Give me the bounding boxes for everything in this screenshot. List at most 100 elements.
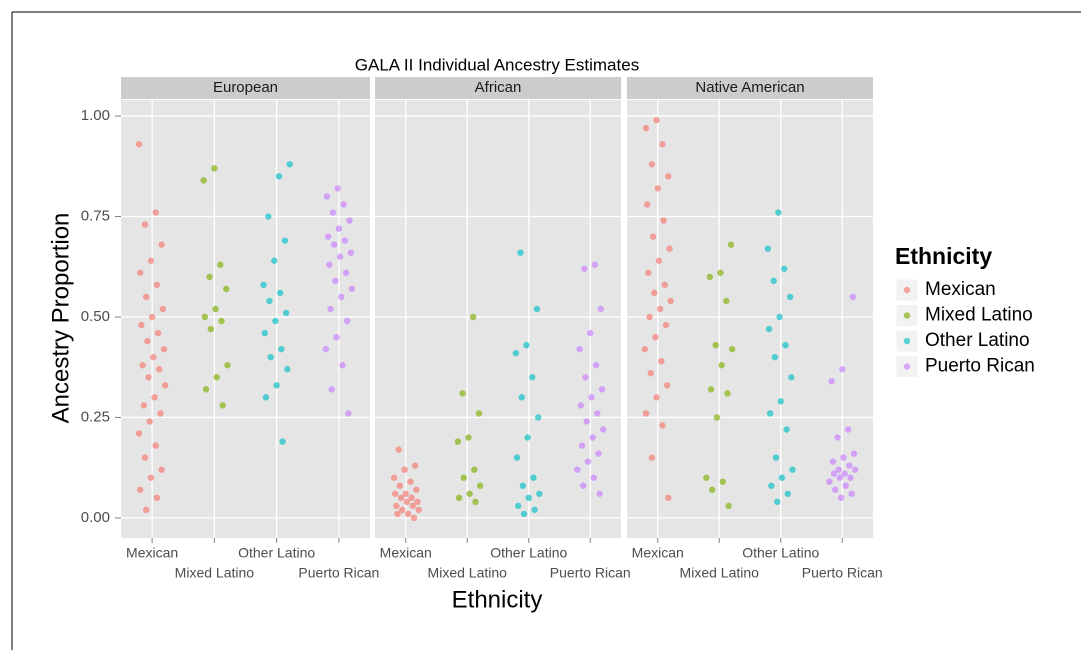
point — [341, 237, 349, 244]
point — [718, 362, 725, 369]
point — [348, 285, 356, 293]
point — [728, 345, 736, 353]
point — [648, 161, 656, 168]
point — [652, 333, 659, 341]
panel-background — [375, 100, 621, 538]
point — [408, 494, 415, 502]
point — [776, 313, 783, 321]
point — [578, 442, 586, 449]
point — [466, 490, 473, 497]
point — [581, 265, 588, 272]
point — [141, 454, 149, 461]
point — [598, 386, 606, 393]
facet-label: European — [213, 79, 278, 96]
point — [471, 466, 478, 473]
point — [764, 245, 772, 252]
point — [402, 490, 409, 497]
point — [709, 486, 716, 493]
x-tick-label: Other Latino — [490, 545, 567, 561]
point — [826, 478, 833, 485]
point — [327, 305, 334, 313]
point — [141, 221, 149, 228]
point — [645, 269, 652, 276]
point — [154, 329, 162, 337]
point — [651, 289, 658, 297]
point — [524, 434, 531, 441]
point — [260, 281, 267, 289]
point — [834, 434, 841, 441]
point — [150, 353, 157, 361]
point — [599, 426, 607, 433]
point — [152, 442, 159, 449]
point — [659, 141, 666, 148]
point — [224, 362, 231, 369]
point — [334, 185, 341, 192]
point — [472, 498, 479, 506]
point — [202, 386, 210, 393]
point — [523, 341, 530, 349]
point — [666, 245, 673, 252]
point — [465, 434, 472, 441]
point — [520, 510, 528, 518]
point — [647, 370, 654, 377]
point — [335, 225, 343, 232]
point — [139, 362, 146, 369]
point — [768, 482, 775, 489]
chart-title: GALA II Individual Ancestry Estimates — [355, 55, 639, 74]
facet-label: Native American — [695, 79, 804, 96]
point — [836, 474, 844, 481]
point — [782, 341, 789, 349]
point — [665, 494, 672, 502]
point — [536, 490, 543, 497]
point — [278, 345, 285, 353]
point — [347, 249, 354, 256]
point — [587, 329, 594, 337]
point — [667, 297, 674, 305]
point — [415, 506, 422, 514]
point — [519, 482, 527, 489]
point — [577, 402, 585, 409]
point — [765, 325, 773, 333]
point — [411, 462, 419, 469]
point — [223, 285, 230, 293]
point — [275, 173, 283, 180]
point — [401, 466, 408, 473]
point — [641, 345, 649, 353]
point — [659, 422, 666, 429]
point — [850, 450, 858, 457]
point — [395, 446, 402, 453]
point — [766, 410, 774, 417]
point — [393, 502, 400, 510]
x-tick-label: Mexican — [380, 545, 432, 561]
x-tick-label: Mexican — [126, 545, 178, 561]
point — [338, 293, 345, 301]
point — [514, 502, 522, 510]
point — [158, 241, 165, 248]
point — [589, 434, 596, 441]
point — [207, 325, 215, 333]
point — [643, 201, 651, 208]
point — [345, 410, 352, 417]
point — [663, 382, 671, 389]
point — [145, 374, 152, 381]
point — [391, 490, 399, 497]
point — [656, 305, 664, 313]
point — [649, 233, 657, 240]
point — [828, 378, 835, 385]
point — [147, 257, 155, 264]
point — [646, 313, 653, 321]
point — [583, 418, 590, 425]
point — [712, 341, 719, 349]
point — [279, 438, 286, 445]
strip-background — [121, 77, 370, 99]
point — [591, 261, 599, 268]
legend-label: Other Latino — [925, 330, 1030, 351]
point — [271, 257, 278, 264]
point — [153, 494, 161, 502]
point — [588, 394, 595, 401]
y-tick-label: 1.00 — [81, 107, 110, 124]
point — [135, 430, 143, 437]
point — [774, 498, 781, 506]
point — [719, 478, 726, 485]
point — [513, 454, 521, 461]
